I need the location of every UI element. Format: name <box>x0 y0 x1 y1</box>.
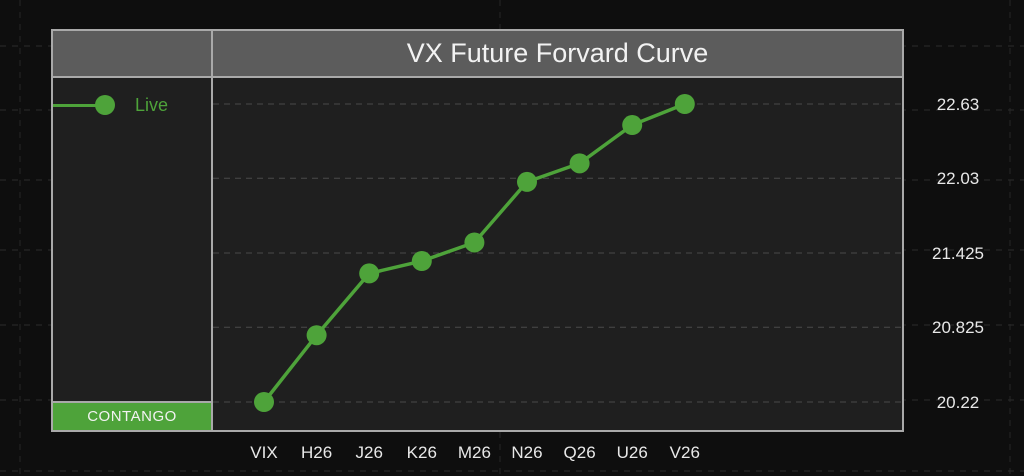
x-tick-label: N26 <box>511 443 542 462</box>
legend-panel: Live CONTANGO <box>53 78 213 430</box>
data-point <box>359 263 380 284</box>
x-tick-label: V26 <box>670 443 700 462</box>
x-tick-label: J26 <box>355 443 382 462</box>
data-point <box>306 325 327 346</box>
data-point <box>464 232 485 253</box>
data-point <box>411 251 432 272</box>
x-tick-label: VIX <box>250 443 277 462</box>
x-tick-label: H26 <box>301 443 332 462</box>
x-tick-label: Q26 <box>564 443 596 462</box>
legend-line-swatch <box>53 104 99 107</box>
y-tick-label: 20.22 <box>937 393 980 412</box>
legend-label: Live <box>135 95 169 115</box>
data-point <box>517 171 537 192</box>
x-tick-label: K26 <box>407 443 437 462</box>
data-point <box>254 392 274 412</box>
header-left-cell <box>53 31 213 78</box>
legend-dot-swatch <box>95 95 115 115</box>
y-tick-label: 22.63 <box>937 95 980 114</box>
y-tick-label: 21.425 <box>932 244 984 263</box>
data-point <box>569 153 590 174</box>
y-tick-label: 22.03 <box>937 169 980 188</box>
x-tick-label: U26 <box>617 443 648 462</box>
x-tick-label: M26 <box>458 443 491 462</box>
chart-title: VX Future Forvard Curve <box>213 31 902 78</box>
chart-frame: VX Future Forvard Curve Live CONTANGO <box>51 29 904 432</box>
y-tick-label: 20.825 <box>932 318 984 337</box>
status-badge: CONTANGO <box>53 401 211 430</box>
data-point <box>674 94 695 114</box>
data-point <box>622 115 643 136</box>
legend-item-live[interactable]: Live <box>53 93 211 117</box>
